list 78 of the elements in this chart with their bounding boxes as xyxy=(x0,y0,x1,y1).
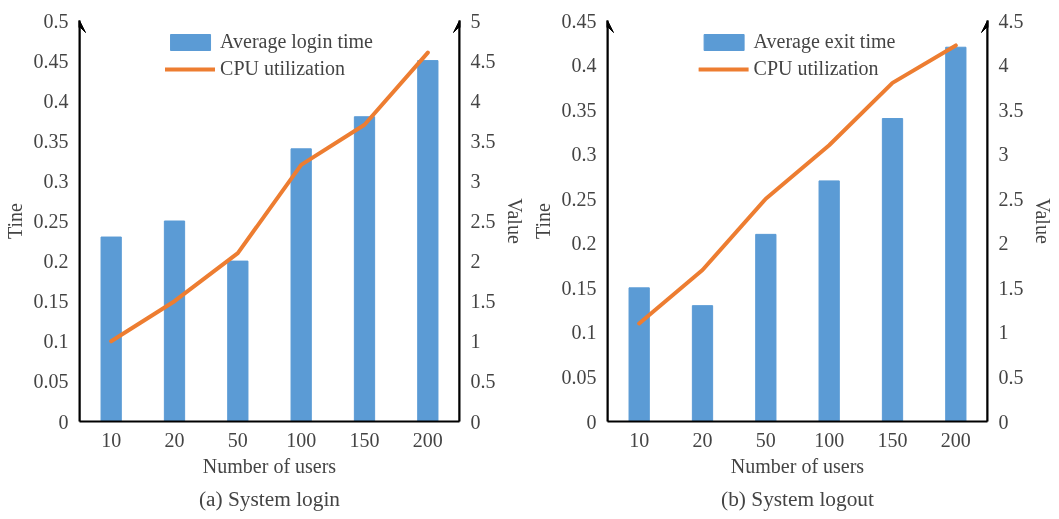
x-tick-label: 150 xyxy=(349,428,380,451)
y2-axis-title: Value xyxy=(503,198,526,244)
y2-tick-label: 3.5 xyxy=(998,98,1024,121)
y-tick-label: 0.25 xyxy=(561,187,597,210)
x-tick-label: 100 xyxy=(286,428,317,451)
y-tick-label: 0.3 xyxy=(43,169,69,192)
y-tick-label: 0.4 xyxy=(571,54,597,77)
x-tick-label: 20 xyxy=(692,428,713,451)
legend-label: CPU utilization xyxy=(220,57,346,80)
y2-tick-label: 4 xyxy=(470,89,481,112)
x-tick-label: 50 xyxy=(755,428,776,451)
x-axis-title: Number of users xyxy=(730,454,865,477)
y-tick-label: 0.25 xyxy=(33,210,69,232)
y2-tick-label: 3.5 xyxy=(470,129,496,152)
x-tick-label: 20 xyxy=(164,428,185,451)
y2-tick-label: 2 xyxy=(998,232,1009,255)
y2-tick-label: 2.5 xyxy=(998,187,1024,210)
y2-tick-label: 4.5 xyxy=(998,9,1024,32)
legend-label: Average login time xyxy=(220,30,373,53)
y2-tick-label: 3 xyxy=(998,143,1009,166)
y-tick-label: 0.45 xyxy=(33,49,69,72)
y2-tick-label: 4.5 xyxy=(470,49,496,72)
y-axis-title: Tine xyxy=(531,202,554,239)
y2-tick-label: 1.5 xyxy=(998,276,1024,299)
bar xyxy=(818,180,840,422)
bar xyxy=(163,220,186,422)
bar xyxy=(100,236,122,422)
bar xyxy=(755,233,777,422)
y2-tick-label: 3 xyxy=(470,169,481,192)
x-tick-label: 100 xyxy=(814,428,845,451)
y2-tick-label: 2 xyxy=(470,250,481,273)
y2-tick-label: 5 xyxy=(470,9,481,32)
x-tick-label: 50 xyxy=(227,428,248,451)
x-tick-label: 200 xyxy=(412,428,443,451)
x-axis-title: Number of users xyxy=(202,454,337,477)
y2-tick-label: 4 xyxy=(998,54,1009,77)
y-tick-label: 0.3 xyxy=(571,143,597,166)
y2-tick-label: 2.5 xyxy=(470,210,496,232)
y-tick-label: 0.15 xyxy=(561,276,597,299)
y-tick-label: 0.1 xyxy=(43,330,69,353)
y2-tick-label: 1 xyxy=(470,330,481,353)
bar xyxy=(945,46,967,422)
legend-label: CPU utilization xyxy=(753,57,879,80)
y2-tick-label: 1 xyxy=(998,321,1009,344)
text: (a) System login xyxy=(199,486,341,511)
y2-tick-label: 0.5 xyxy=(998,365,1024,388)
text: (b) System logout xyxy=(721,486,874,511)
bar xyxy=(881,118,904,422)
x-tick-label: 150 xyxy=(877,428,908,451)
y-tick-label: 0.35 xyxy=(561,98,597,121)
x-tick-label: 10 xyxy=(101,428,122,451)
bar xyxy=(628,287,650,422)
x-tick-label: 10 xyxy=(629,428,650,451)
bar xyxy=(691,305,714,422)
y2-tick-label: 1.5 xyxy=(470,290,496,313)
y-tick-label: 0.1 xyxy=(571,321,597,344)
y2-tick-label: 0 xyxy=(470,410,481,433)
bar xyxy=(227,260,249,422)
y-tick-label: 0.4 xyxy=(43,89,69,112)
y-tick-label: 0.05 xyxy=(33,370,69,393)
y-tick-label: 0.2 xyxy=(571,232,597,255)
y-axis-title: Tine xyxy=(3,202,26,239)
y-tick-label: 0 xyxy=(58,410,69,433)
y-tick-label: 0.5 xyxy=(43,9,69,32)
y2-axis-title: Value xyxy=(1031,198,1054,244)
legend-label: Average exit time xyxy=(753,30,896,53)
bar xyxy=(417,60,439,422)
y-tick-label: 0.35 xyxy=(33,129,69,152)
y-tick-label: 0.05 xyxy=(561,365,597,388)
y-tick-label: 0.45 xyxy=(561,9,597,32)
bar xyxy=(353,116,376,422)
y-tick-label: 0.15 xyxy=(33,290,69,313)
y-tick-label: 0 xyxy=(586,410,597,433)
y-tick-label: 0.2 xyxy=(43,250,69,273)
x-tick-label: 200 xyxy=(940,428,971,451)
bar xyxy=(290,148,312,422)
y2-tick-label: 0 xyxy=(998,410,1009,433)
y2-tick-label: 0.5 xyxy=(470,370,496,393)
